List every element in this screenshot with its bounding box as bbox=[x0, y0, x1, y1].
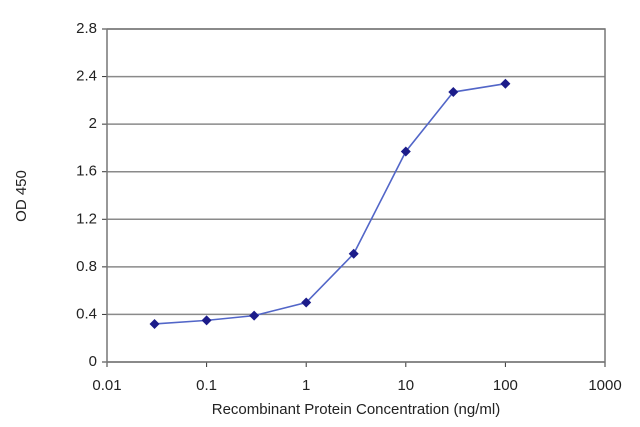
y-tick-label: 1.2 bbox=[76, 210, 97, 227]
x-tick-label: 1000 bbox=[588, 377, 621, 394]
data-point bbox=[301, 297, 312, 308]
x-tick-label: 10 bbox=[397, 377, 414, 394]
x-axis-label: Recombinant Protein Concentration (ng/ml… bbox=[212, 401, 500, 418]
y-tick-label: 0.4 bbox=[76, 305, 97, 322]
y-tick-label: 1.6 bbox=[76, 163, 97, 180]
y-tick-label: 0 bbox=[89, 353, 97, 370]
data-point bbox=[448, 87, 459, 98]
data-point bbox=[348, 248, 359, 259]
y-tick-label: 0.8 bbox=[76, 258, 97, 275]
data-point bbox=[400, 146, 411, 157]
data-point bbox=[500, 78, 511, 89]
y-tick-label: 2.4 bbox=[76, 68, 97, 85]
y-tick-label: 2.8 bbox=[76, 20, 97, 37]
data-point bbox=[149, 318, 160, 329]
data-point bbox=[249, 310, 260, 321]
y-axis-label: OD 450 bbox=[13, 170, 30, 222]
plot-frame bbox=[106, 28, 606, 363]
x-tick-label: 0.01 bbox=[92, 377, 121, 394]
data-point bbox=[201, 315, 212, 326]
x-tick-label: 0.1 bbox=[196, 377, 217, 394]
y-tick-label: 2 bbox=[89, 115, 97, 132]
x-tick-label: 100 bbox=[493, 377, 518, 394]
data-line bbox=[154, 82, 506, 325]
x-tick-label: 1 bbox=[302, 377, 310, 394]
